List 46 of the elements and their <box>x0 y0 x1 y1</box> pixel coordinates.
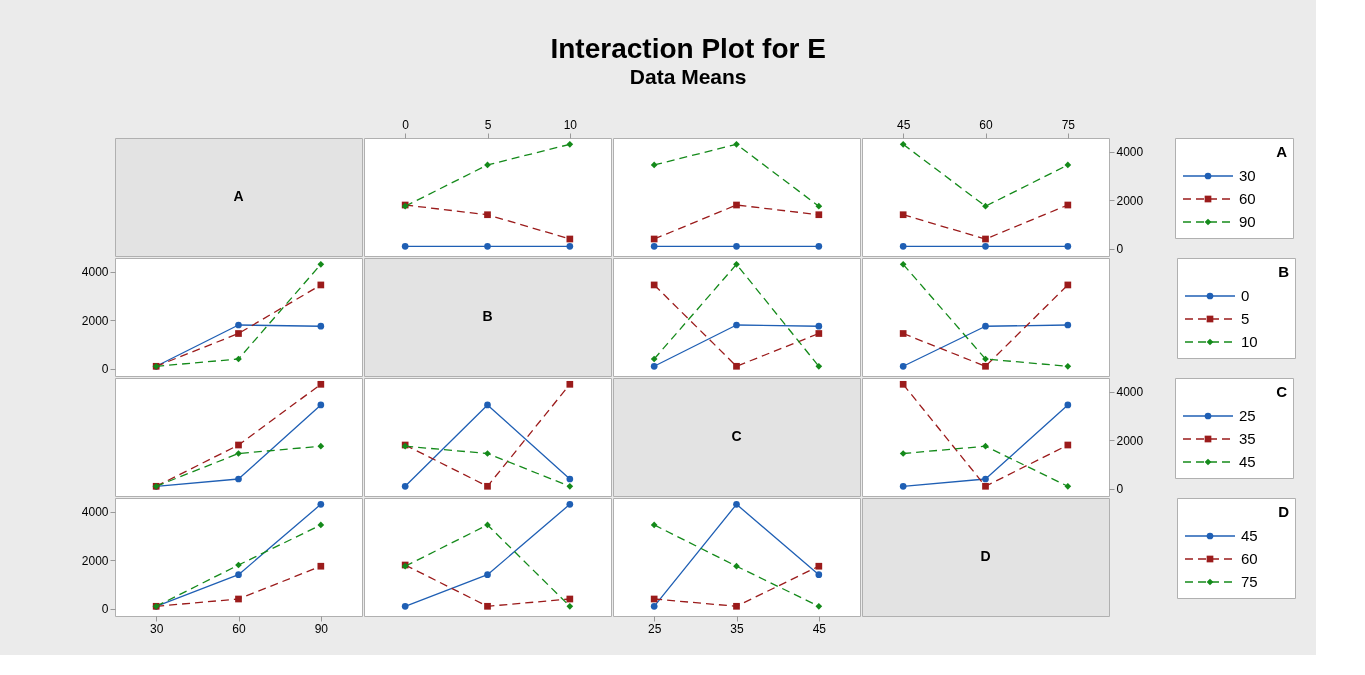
x-tick-label: 45 <box>812 621 827 636</box>
text: B <box>482 308 493 324</box>
y-tick-label: 2000 <box>1116 193 1144 208</box>
y-tick-label: 0 <box>101 362 109 377</box>
legend-label: 60 <box>1239 190 1256 207</box>
legend-label: 5 <box>1241 310 1250 327</box>
y-tick-label: 4000 <box>1116 385 1144 400</box>
text: Interaction Plot for E <box>550 32 826 64</box>
x-tick-label: 5 <box>484 117 492 132</box>
y-tick-label: 2000 <box>81 313 109 328</box>
y-tick-label: 4000 <box>81 505 109 520</box>
x-tick-label: 25 <box>647 621 662 636</box>
text: C <box>731 428 742 444</box>
legend-title: B <box>1278 263 1290 280</box>
legend-label: 60 <box>1241 550 1258 567</box>
y-tick-label: 2000 <box>1116 433 1144 448</box>
x-tick-label: 90 <box>314 621 329 636</box>
text: D <box>980 548 991 564</box>
x-tick-label: 60 <box>979 117 993 132</box>
text: Data Means <box>629 64 747 88</box>
legend-label: 0 <box>1241 287 1250 304</box>
legend-label: 45 <box>1239 453 1256 470</box>
y-tick-label: 4000 <box>81 265 109 280</box>
x-tick-label: 60 <box>232 621 246 636</box>
legend-label: 75 <box>1241 573 1258 590</box>
legend-label: 90 <box>1239 213 1256 230</box>
legend-title: D <box>1278 503 1290 520</box>
y-tick-label: 0 <box>1116 482 1124 497</box>
legend-label: 10 <box>1241 333 1258 350</box>
x-tick-label: 30 <box>149 621 164 636</box>
x-tick-label: 45 <box>896 117 911 132</box>
legend-label: 30 <box>1239 167 1256 184</box>
y-tick-label: 0 <box>1116 242 1124 257</box>
x-tick-label: 75 <box>1061 117 1076 132</box>
x-tick-label: 35 <box>730 621 744 636</box>
x-tick-label: 10 <box>563 117 578 132</box>
legend-label: 25 <box>1239 407 1256 424</box>
y-tick-label: 0 <box>101 602 109 617</box>
text: A <box>233 188 244 204</box>
y-tick-label: 2000 <box>81 553 109 568</box>
legend-title: A <box>1276 143 1288 160</box>
x-tick-label: 0 <box>402 117 410 132</box>
legend-label: 35 <box>1239 430 1256 447</box>
legend-title: C <box>1276 383 1288 400</box>
y-tick-label: 4000 <box>1116 145 1144 160</box>
legend-label: 45 <box>1241 527 1258 544</box>
